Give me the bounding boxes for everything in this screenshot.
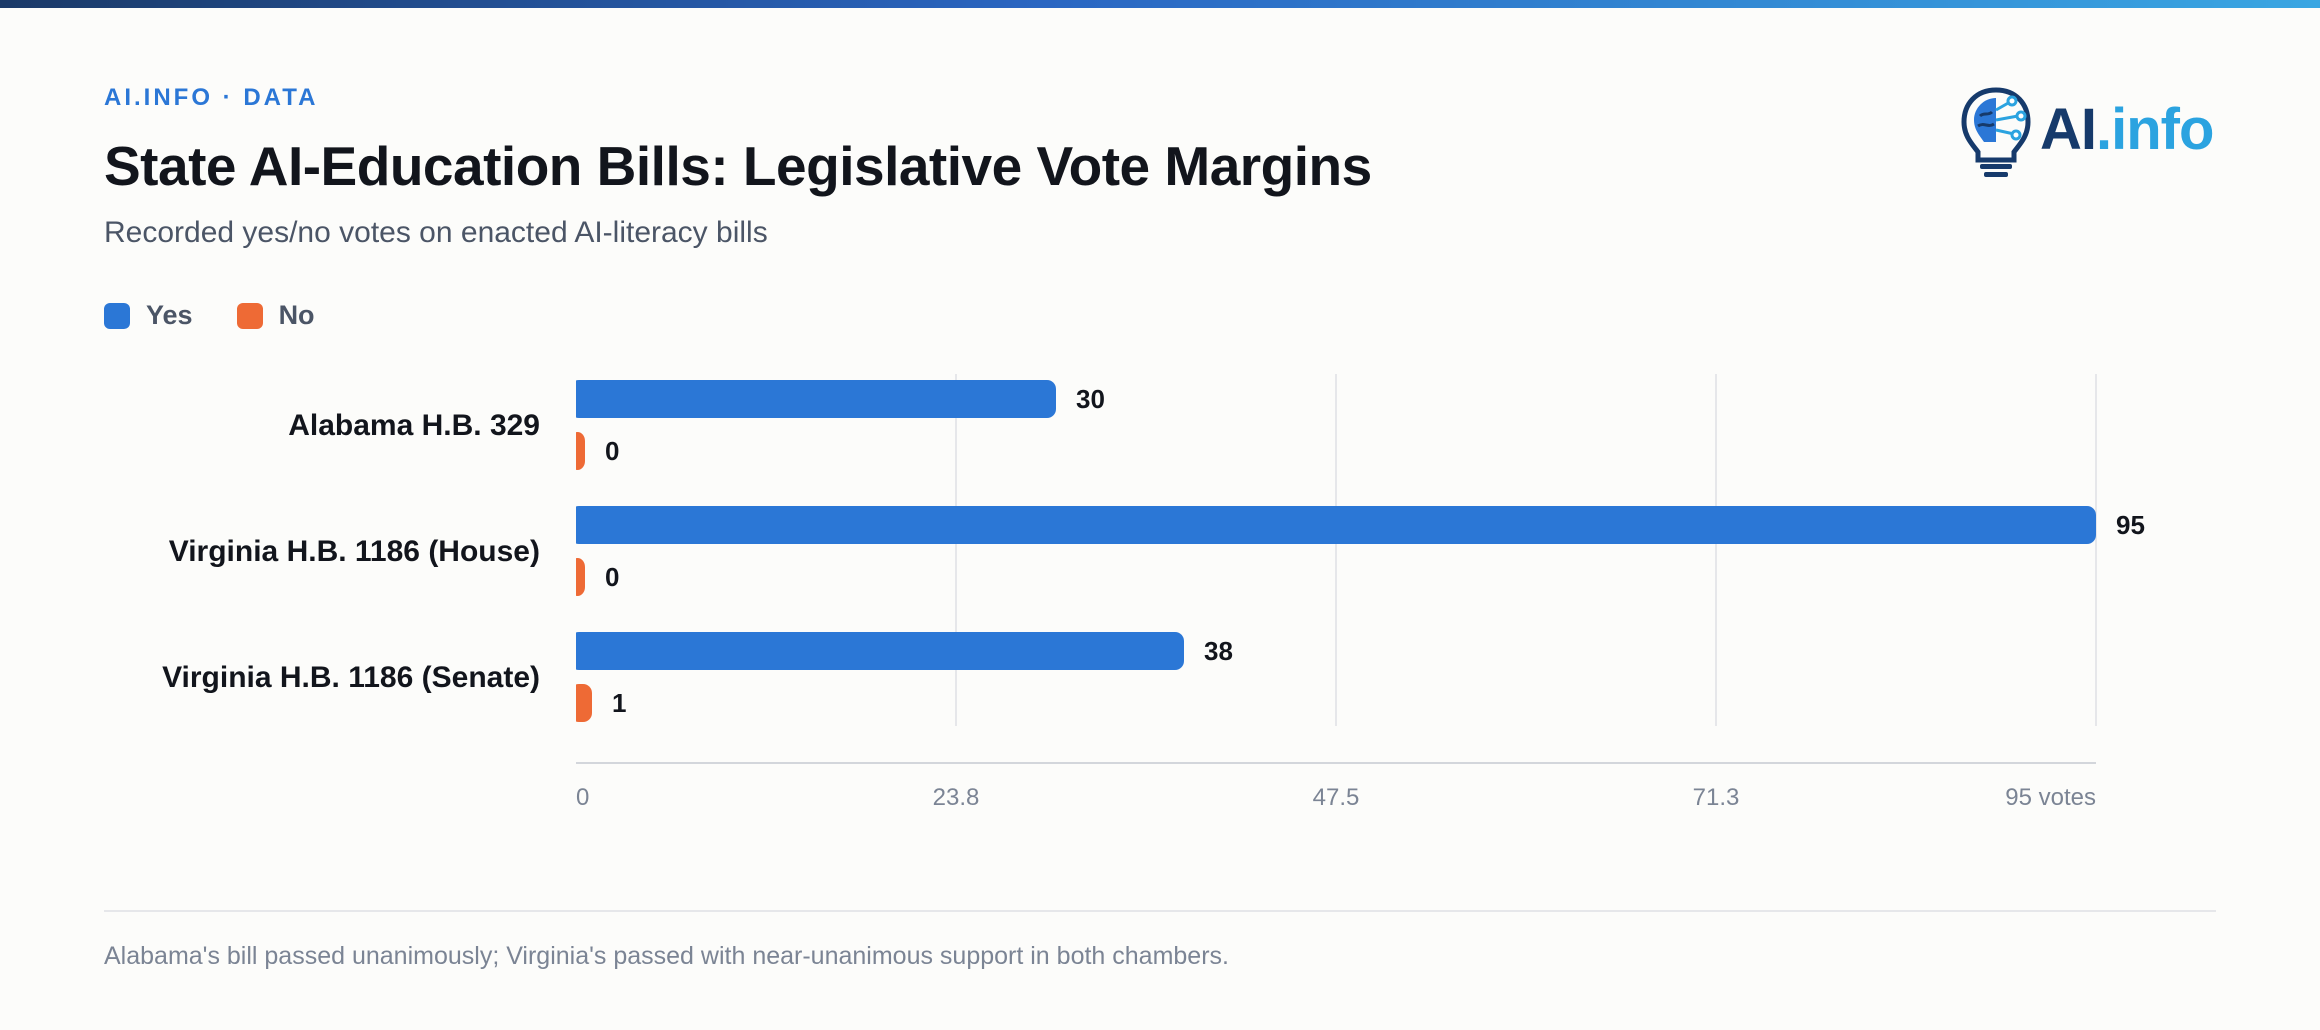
lightbulb-brain-icon (1961, 87, 2031, 177)
category-label: Virginia H.B. 1186 (House) (169, 535, 540, 568)
chart-title: State AI-Education Bills: Legislative Vo… (104, 135, 1372, 197)
x-tick-label: 47.5 (1313, 784, 1360, 811)
data-label: 0 (605, 562, 619, 592)
bar-yes (570, 506, 2096, 544)
x-tick-label: 23.8 (933, 784, 980, 811)
x-tick-label: 95 votes (2005, 784, 2096, 811)
chart-subtitle: Recorded yes/no votes on enacted AI-lite… (104, 216, 768, 249)
category-label: Virginia H.B. 1186 (Senate) (162, 661, 540, 694)
legend-swatch-yes (104, 302, 130, 329)
bar-yes (570, 380, 1056, 418)
footnote: Alabama's bill passed unanimously; Virgi… (104, 942, 1229, 970)
bar-start-mask (568, 374, 576, 726)
top-accent-bar (0, 0, 2320, 8)
data-label: 30 (1076, 384, 1105, 414)
logo-wordmark: AI.info (2040, 96, 2214, 163)
x-tick-label: 0 (576, 784, 589, 811)
legend-swatch-no (236, 302, 263, 329)
legend-item-no: No (236, 300, 315, 331)
data-label: 1 (612, 688, 626, 718)
legend-label-yes: Yes (146, 300, 193, 330)
data-label: 38 (1204, 636, 1233, 666)
legend-label-no: No (278, 300, 315, 330)
chart-legend: Yes No (104, 300, 315, 331)
data-label: 95 (2116, 510, 2145, 540)
category-label: Alabama H.B. 329 (288, 409, 540, 442)
data-label: 0 (605, 436, 619, 466)
footer-divider (104, 910, 2216, 912)
legend-item-yes: Yes (104, 300, 193, 331)
eyebrow-label: AI.INFO · DATA (104, 84, 319, 111)
logo-ai-text: AI (2040, 97, 2097, 162)
logo-info-text: .info (2096, 97, 2214, 162)
ai-info-logo: AI.info (1958, 86, 2218, 182)
x-tick-label: 71.3 (1693, 784, 1740, 811)
bar-yes (570, 632, 1184, 670)
bar-chart: 0 23.8 47.5 71.3 95 votes Alabama H.B. 329 Vir… (162, 374, 2145, 811)
